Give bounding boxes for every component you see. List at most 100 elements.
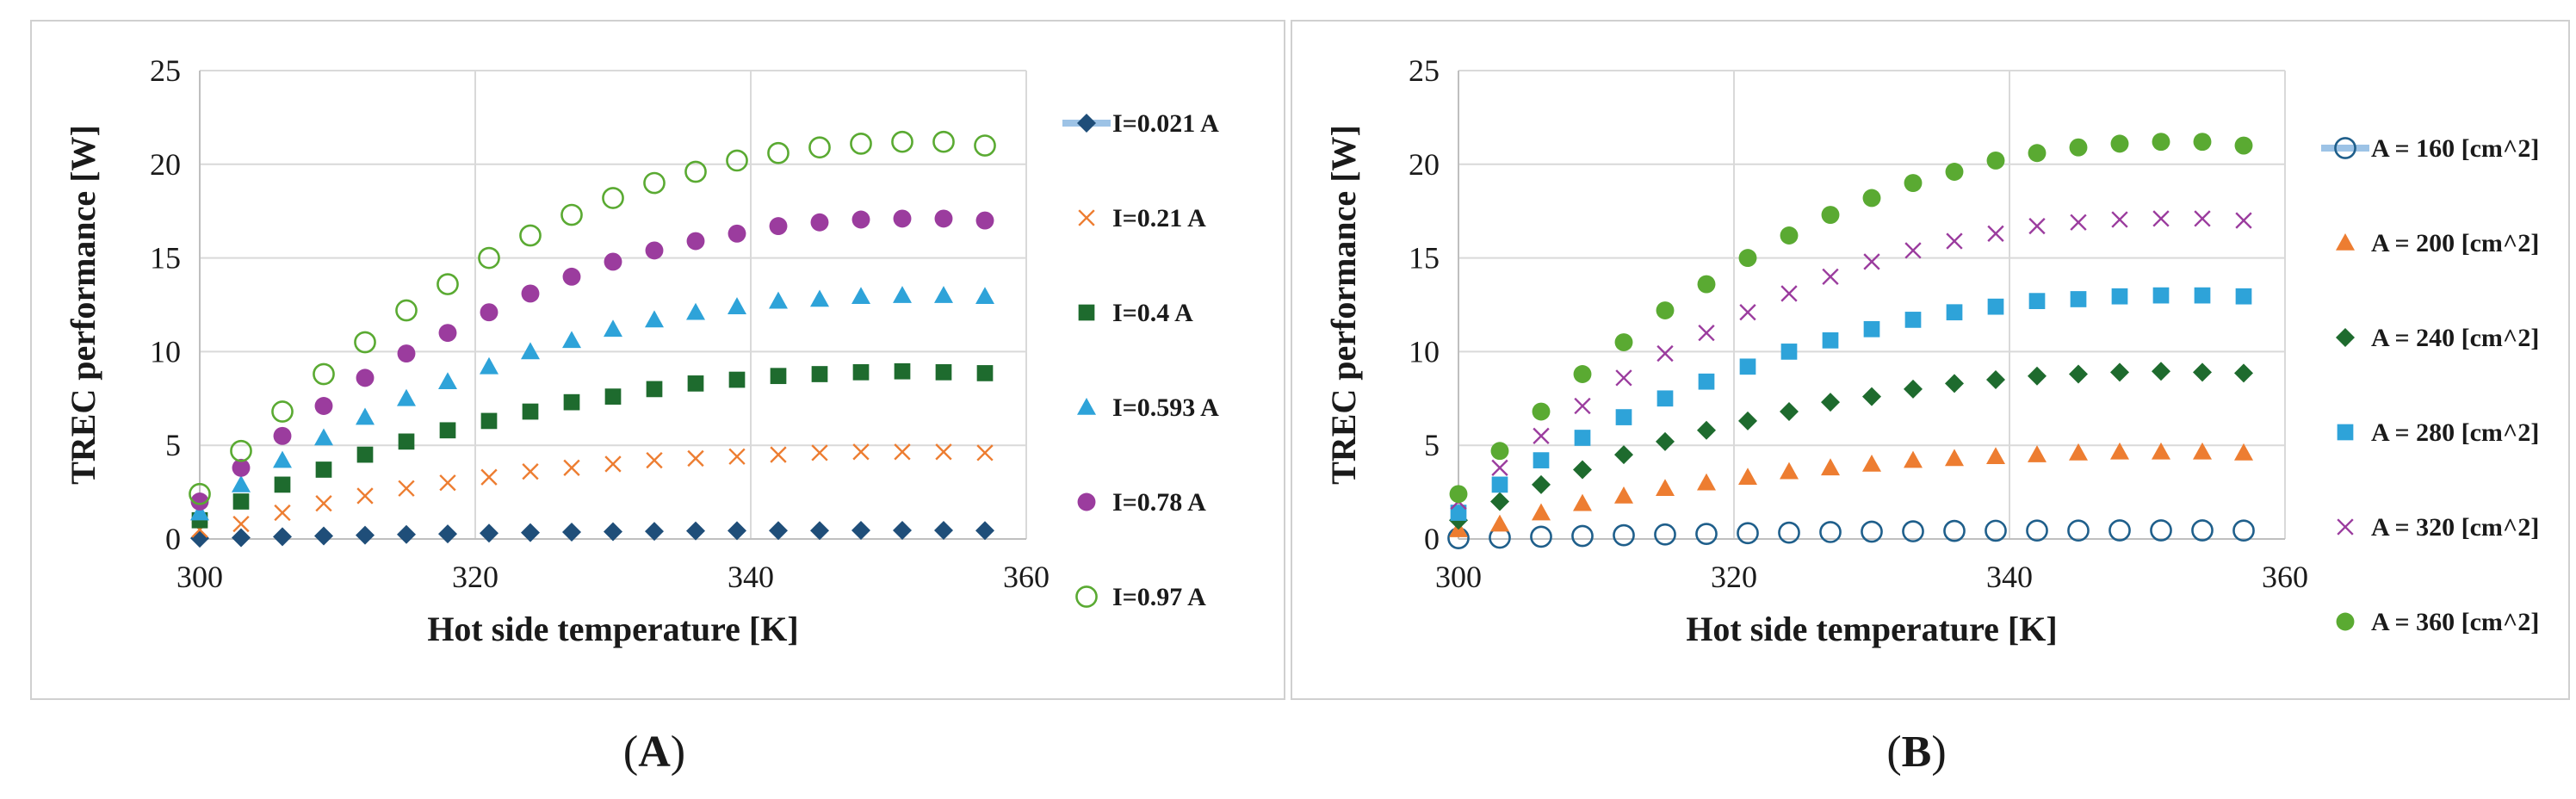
data-point (1573, 493, 1592, 511)
data-point (1986, 447, 2005, 465)
data-point (645, 310, 664, 328)
legend-entry: I=0.97 A (1075, 583, 1206, 611)
data-point (519, 224, 542, 247)
y-tick-label: 5 (1424, 428, 1440, 462)
data-point (1490, 442, 1509, 461)
data-point (1656, 344, 1674, 362)
data-point (645, 241, 664, 260)
data-point (397, 388, 416, 406)
data-point (728, 224, 746, 243)
legend-label: I=0.97 A (1112, 583, 1206, 611)
data-point (2028, 293, 2046, 309)
legend-label: A = 320 [cm^2] (2371, 513, 2539, 542)
data-point (811, 366, 828, 382)
data-point (686, 232, 705, 251)
data-point (356, 446, 374, 463)
data-point (604, 319, 622, 338)
data-point (2234, 136, 2253, 155)
data-point (934, 286, 953, 303)
data-point (2070, 214, 2087, 231)
data-point (893, 286, 912, 303)
data-point (1822, 268, 1839, 286)
y-tick-label: 25 (150, 53, 181, 88)
data-point (1904, 312, 1922, 328)
data-point (521, 284, 540, 303)
data-point (687, 449, 704, 468)
data-point (1491, 476, 1508, 493)
data-point (1780, 285, 1798, 302)
x-tick-label: 320 (1711, 560, 1757, 594)
data-point (891, 130, 913, 153)
data-point (770, 446, 787, 463)
data-point (769, 217, 788, 236)
data-point (602, 187, 624, 209)
data-point (810, 213, 829, 232)
data-point (315, 461, 332, 478)
data-point (2026, 519, 2048, 542)
data-point (2191, 519, 2214, 542)
data-point (1861, 520, 1883, 543)
y-tick-label: 10 (1409, 334, 1440, 369)
data-point (356, 525, 375, 545)
data-point (2235, 288, 2252, 305)
data-point (480, 356, 498, 375)
data-point (1862, 189, 1881, 207)
data-point (2110, 442, 2129, 460)
legend-marker (2337, 424, 2354, 441)
chart-a-svg: 0 5 10 15 20 25 300 320 340 360 Hot side temperatu… (30, 20, 1285, 777)
y-tick-label: 15 (1409, 241, 1440, 276)
y-tick-label: 0 (165, 522, 181, 556)
data-point (726, 149, 748, 172)
data-point (354, 331, 376, 354)
data-point (811, 444, 828, 461)
series-b-0 (1447, 519, 2255, 549)
data-point (728, 448, 746, 465)
panel-label: (B) (1886, 728, 1946, 777)
data-point (563, 393, 580, 411)
chart-b-svg: 0 5 10 15 20 25 300 320 340 360 Hot side temperatu… (1291, 20, 2570, 777)
data-point (1532, 402, 1551, 421)
data-point (1698, 324, 1715, 342)
data-point (1904, 379, 1923, 399)
data-point (521, 523, 540, 542)
data-point (935, 363, 952, 381)
series-b-5 (1449, 133, 2253, 504)
legend-entry: I=0.593 A (1077, 393, 1219, 422)
legend-label: I=0.021 A (1112, 109, 1219, 138)
data-point (2111, 288, 2128, 305)
data-point (2110, 134, 2129, 153)
data-point (439, 474, 456, 492)
data-point (1615, 409, 1632, 425)
data-point (2232, 519, 2255, 542)
data-point (1738, 411, 1757, 430)
data-point (1574, 430, 1591, 446)
data-point (934, 209, 953, 228)
data-point (767, 141, 790, 164)
data-point (769, 291, 788, 309)
data-point (1533, 427, 1550, 444)
data-point (1863, 253, 1880, 270)
data-point (480, 523, 498, 543)
data-point (1574, 397, 1591, 415)
series-b-1 (1449, 442, 2253, 537)
data-point (728, 297, 746, 314)
data-point (604, 388, 622, 405)
data-point (1615, 369, 1632, 387)
data-point (894, 362, 911, 380)
data-point (1946, 304, 1963, 321)
series-b-4 (1450, 210, 2252, 511)
data-point (480, 303, 498, 322)
y-tick-label: 5 (165, 428, 181, 462)
legend-marker (1075, 585, 1098, 608)
data-point (398, 480, 415, 497)
data-point (562, 522, 581, 542)
data-point (438, 372, 457, 390)
data-point (2108, 519, 2131, 542)
data-point (1449, 485, 1468, 504)
data-point (850, 133, 872, 155)
data-point (480, 412, 498, 430)
data-point (810, 289, 829, 307)
chart-frame (30, 20, 1285, 700)
legend-marker (1078, 304, 1095, 321)
data-point (2067, 519, 2090, 542)
